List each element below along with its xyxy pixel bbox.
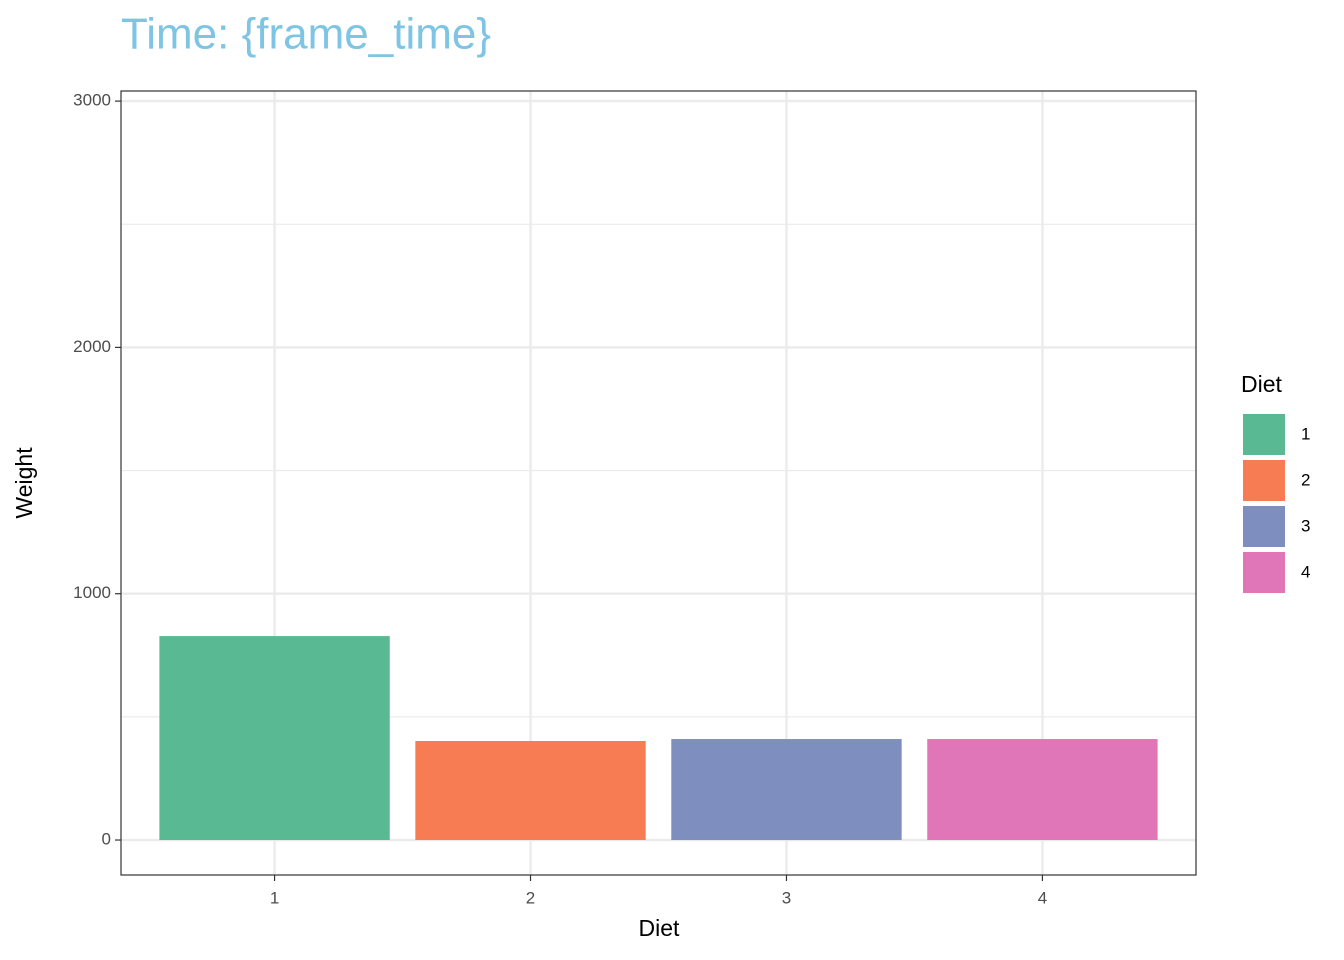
y-axis-title: Weight <box>11 447 37 519</box>
legend-title: Diet <box>1241 371 1283 397</box>
chart-title: Time: {frame_time} <box>121 10 491 59</box>
legend-label: 4 <box>1301 562 1310 581</box>
x-axis-title: Diet <box>639 915 681 941</box>
y-tick-label: 1000 <box>73 583 111 602</box>
x-tick-label: 4 <box>1038 888 1047 907</box>
bar <box>671 739 902 841</box>
bar <box>159 636 390 841</box>
legend-key <box>1243 414 1285 455</box>
legend-key <box>1243 460 1285 501</box>
legend-key <box>1243 506 1285 547</box>
x-tick-label: 3 <box>782 888 791 907</box>
y-tick-label: 3000 <box>73 91 111 110</box>
bar <box>927 739 1158 841</box>
legend-key <box>1243 552 1285 593</box>
x-tick-label: 2 <box>526 888 535 907</box>
x-tick-label: 1 <box>270 888 279 907</box>
bar <box>415 741 646 841</box>
legend-label: 1 <box>1301 424 1310 443</box>
legend-label: 2 <box>1301 470 1310 489</box>
panel-border <box>120 90 1197 876</box>
legend-label: 3 <box>1301 516 1310 535</box>
y-tick-label: 2000 <box>73 337 111 356</box>
y-tick-label: 0 <box>102 830 111 849</box>
